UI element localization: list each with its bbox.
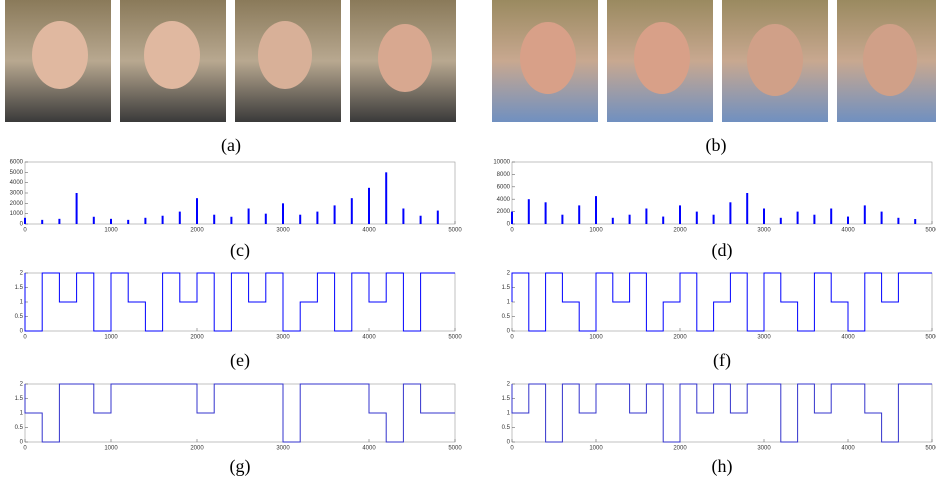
state-line — [24, 272, 455, 332]
caption: (g) — [230, 456, 251, 477]
y-tick-label: 4000 — [10, 180, 24, 186]
x-tick-label: 1000 — [104, 446, 118, 452]
x-tick-label: 2000 — [673, 335, 687, 341]
x-tick-label: 4000 — [841, 335, 855, 341]
x-tick-label: 4000 — [841, 446, 855, 452]
x-tick-label: 4000 — [841, 228, 855, 234]
y-tick-label: 6000 — [497, 184, 511, 190]
y-tick-label: 4000 — [497, 197, 511, 203]
y-tick-label: 0.5 — [15, 425, 24, 431]
x-tick-label: 5000 — [448, 335, 462, 341]
x-tick-label: 5000 — [448, 446, 462, 452]
y-tick-label: 8000 — [497, 172, 511, 178]
y-tick-label: 0 — [507, 222, 511, 228]
y-tick-label: 2 — [20, 382, 24, 388]
x-tick-label: 5000 — [448, 228, 462, 234]
face — [747, 24, 803, 96]
x-tick-label: 3000 — [757, 228, 771, 234]
y-tick-label: 3000 — [10, 191, 24, 197]
x-tick-label: 5000 — [925, 335, 936, 341]
y-tick-label: 1 — [20, 300, 24, 306]
state-line — [24, 383, 455, 443]
x-tick-label: 2000 — [673, 228, 687, 234]
y-tick-label: 2000 — [10, 201, 24, 207]
x-tick-label: 4000 — [362, 335, 376, 341]
x-tick-label: 2000 — [190, 335, 204, 341]
plot-frame — [24, 161, 456, 225]
x-tick-label: 0 — [23, 446, 27, 452]
y-tick-label: 2000 — [497, 209, 511, 215]
x-tick-label: 1000 — [589, 446, 603, 452]
x-tick-label: 3000 — [757, 446, 771, 452]
x-tick-label: 4000 — [362, 228, 376, 234]
face — [520, 22, 576, 94]
y-tick-label: 0.5 — [502, 314, 511, 320]
x-tick-label: 1000 — [104, 335, 118, 341]
caption: (d) — [712, 240, 733, 261]
face — [634, 22, 690, 94]
y-tick-label: 10000 — [493, 160, 510, 166]
plot-frame — [511, 161, 933, 225]
y-tick-label: 0 — [507, 440, 511, 446]
caption: (a) — [221, 135, 241, 156]
y-tick-label: 2 — [507, 382, 511, 388]
caption: (e) — [230, 350, 250, 371]
y-tick-label: 1.5 — [15, 396, 24, 402]
x-tick-label: 2000 — [673, 446, 687, 452]
x-tick-label: 2000 — [190, 446, 204, 452]
y-tick-label: 0.5 — [502, 425, 511, 431]
y-tick-label: 1.5 — [15, 285, 24, 291]
y-tick-label: 0 — [20, 440, 24, 446]
y-tick-label: 1 — [20, 411, 24, 417]
y-tick-label: 2 — [507, 271, 511, 277]
face — [32, 21, 88, 89]
y-tick-label: 0 — [20, 329, 24, 335]
y-tick-label: 1000 — [10, 211, 24, 217]
y-tick-label: 6000 — [10, 160, 24, 166]
x-tick-label: 0 — [23, 335, 27, 341]
state-line — [511, 383, 932, 443]
x-tick-label: 3000 — [276, 446, 290, 452]
caption: (h) — [712, 456, 733, 477]
x-tick-label: 4000 — [362, 446, 376, 452]
x-tick-label: 0 — [510, 335, 514, 341]
face — [863, 24, 917, 96]
x-tick-label: 5000 — [925, 446, 936, 452]
x-tick-label: 0 — [510, 228, 514, 234]
plot-frame — [24, 272, 456, 332]
y-tick-label: 0.5 — [15, 314, 24, 320]
x-tick-label: 2000 — [190, 228, 204, 234]
caption: (b) — [706, 135, 727, 156]
plot-frame — [24, 383, 456, 443]
caption: (c) — [230, 240, 250, 261]
x-tick-label: 1000 — [589, 335, 603, 341]
y-tick-label: 1.5 — [502, 285, 511, 291]
x-tick-label: 0 — [510, 446, 514, 452]
photo-strip-b — [492, 0, 936, 122]
y-tick-label: 1.5 — [502, 396, 511, 402]
x-tick-label: 3000 — [276, 335, 290, 341]
y-tick-label: 0 — [507, 329, 511, 335]
y-tick-label: 1 — [507, 411, 511, 417]
state-line — [511, 272, 932, 332]
x-tick-label: 1000 — [589, 228, 603, 234]
y-tick-label: 2 — [20, 271, 24, 277]
face — [144, 21, 200, 89]
x-tick-label: 3000 — [757, 335, 771, 341]
y-tick-label: 5000 — [10, 170, 24, 176]
x-tick-label: 1000 — [104, 228, 118, 234]
photo-strip-a — [5, 0, 456, 122]
face — [258, 21, 312, 89]
caption: (f) — [713, 350, 731, 371]
y-tick-label: 1 — [507, 300, 511, 306]
x-tick-label: 5000 — [925, 228, 936, 234]
y-tick-label: 0 — [20, 222, 24, 228]
x-tick-label: 0 — [23, 228, 27, 234]
face — [378, 24, 432, 92]
x-tick-label: 3000 — [276, 228, 290, 234]
